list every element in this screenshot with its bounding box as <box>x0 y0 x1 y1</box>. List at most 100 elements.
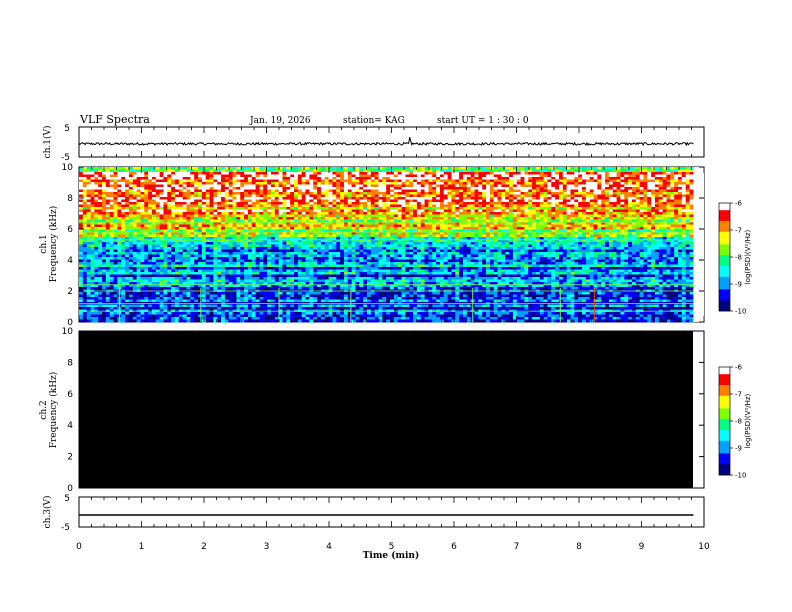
ch1-spectrogram-cell <box>340 242 345 245</box>
ch1-spectrogram-cell <box>301 252 306 255</box>
ch1-spectrogram-cell <box>94 207 99 210</box>
ch1-spectrogram-cell <box>351 174 356 178</box>
ch1-spectrogram-cell <box>382 319 387 323</box>
ch1-spectrogram-cell <box>125 229 130 233</box>
ch1-spectrogram-cell <box>286 169 291 173</box>
ch1-spectrogram-cell <box>240 194 245 198</box>
ch1-spectrogram-cell <box>113 249 118 253</box>
ch1-spectrogram-cell <box>198 229 203 233</box>
ch1-spectrogram-cell <box>382 277 387 280</box>
ch1-spectrogram-cell <box>332 312 337 315</box>
ch1-spectrogram-cell <box>201 279 207 283</box>
ch1-spectrogram-cell <box>366 184 372 188</box>
ch1-spectrogram-cell <box>386 167 391 170</box>
ch1-spectrogram-cell <box>320 207 326 210</box>
ch1-spectrogram-cell <box>94 239 99 243</box>
ch1-spectrogram-cell <box>328 252 333 255</box>
ch1-spectrogram-cell <box>194 292 199 295</box>
ch1-spectrogram-cell <box>125 209 130 213</box>
ch1-spectrogram-cell <box>86 292 91 295</box>
ch1-spectrogram-cell <box>86 177 91 180</box>
ch1-spectrogram-cell <box>105 214 111 218</box>
ch1-spectrogram-cell <box>378 232 383 235</box>
ch1-spectrogram-cell <box>282 192 287 195</box>
ch1-spectrogram-cell <box>382 314 387 318</box>
ch1-spectrogram-cell <box>274 262 280 265</box>
ch1-spectrogram-cell <box>228 252 233 255</box>
ch1-spectrogram-cell <box>105 259 111 263</box>
ch1-spectrogram-cell <box>217 312 222 315</box>
ch1-spectrogram-cell <box>290 267 295 270</box>
ch1-spectrogram-cell <box>190 294 195 298</box>
ch1-spectrogram-cell <box>121 167 126 170</box>
ch1-spectrogram-cell <box>128 192 134 195</box>
ch1-spectrogram-cell <box>255 239 260 243</box>
ch1-spectrogram-cell <box>105 252 111 255</box>
ch1-spectrogram-cell <box>121 182 126 185</box>
ch1-spectrogram-cell <box>117 274 122 278</box>
ch1-spectrogram-cell <box>148 182 153 185</box>
ch1-spectrogram-cell <box>267 247 272 250</box>
ch1-spectrogram-cell <box>121 184 126 188</box>
ch1-spectrogram-cell <box>132 202 137 205</box>
ch1-spectrogram-cell <box>198 194 203 198</box>
ch1-spectrogram-cell <box>251 217 257 220</box>
ch1-spectrogram-cell <box>171 284 176 288</box>
ch1-spectrogram-cell <box>286 184 291 188</box>
ch1-spectrogram-cell <box>363 267 368 270</box>
ch1-spectrogram-cell <box>378 319 383 323</box>
ch1-spectrogram-cell <box>86 314 91 318</box>
ch1-spectrogram-cell <box>305 292 310 295</box>
ch1-spectrogram-cell <box>163 259 168 263</box>
ch1-spectrogram-cell <box>270 264 276 268</box>
ch1-spectrogram-cell <box>198 227 203 230</box>
ch1-spectrogram-cell <box>382 187 387 190</box>
ch1-spectrogram-cell <box>217 262 222 265</box>
ch1-spectrogram-cell <box>343 207 349 210</box>
ch1-spectrogram-cell <box>347 189 353 193</box>
ch1-spectrogram-cell <box>224 177 230 180</box>
ch1-spectrogram-cell <box>374 279 379 283</box>
ch1-spectrogram-cell <box>247 229 253 233</box>
ch1-spectrogram-cell <box>86 222 91 225</box>
ch1-spectrogram-cell <box>286 182 291 185</box>
ch1-spectrogram-cell <box>378 299 383 303</box>
ch1-spectrogram-cell <box>301 204 306 208</box>
ch1-spectrogram-cell <box>155 214 161 218</box>
ch1-spectrogram-cell <box>305 169 310 173</box>
ch1-spectrogram-cell <box>105 229 111 233</box>
ch1-spectrogram-cell <box>105 254 111 258</box>
ch1-spectrogram-cell <box>190 262 195 265</box>
ch1-spectrogram-cell <box>228 294 233 298</box>
ch1-spectrogram-cell <box>94 227 99 230</box>
ch1-spectrogram-cell <box>186 229 191 233</box>
ch1-spectrogram-cell <box>102 219 107 223</box>
ch1-spectrogram-cell <box>175 279 180 283</box>
ch1-spectrogram-cell <box>240 227 245 230</box>
ch1-spectrogram-cell <box>109 319 114 323</box>
ch1-spectrogram-cell <box>313 192 318 195</box>
ch1-spectrogram-cell <box>79 207 84 210</box>
ch1-spectrogram-cell <box>297 317 303 320</box>
ch1-spectrogram-cell <box>186 259 191 263</box>
ch1-spectrogram-cell <box>313 214 318 218</box>
ch1-spectrogram-cell <box>213 209 218 213</box>
ch1-spectrogram-cell <box>109 259 114 263</box>
ch1-spectrogram-cell <box>343 184 349 188</box>
ch1-spectrogram-cell <box>351 312 356 315</box>
ch1-spectrogram-cell <box>86 299 91 303</box>
ch1-spectrogram-cell <box>140 284 145 288</box>
ch1-spectrogram-cell <box>286 247 291 250</box>
ch1-spectrogram-cell <box>205 269 210 273</box>
ch1-spectrogram-cell <box>82 209 88 213</box>
ch1-spectrogram-cell <box>386 202 391 205</box>
ch1-spectrogram-cell <box>343 222 349 225</box>
ch1-spectrogram-cell <box>221 312 226 315</box>
ch1-spectrogram-cell <box>340 234 345 238</box>
ch1-spectrogram-cell <box>328 224 333 228</box>
ch1-spectrogram-cell <box>382 294 387 298</box>
ch1-spectrogram-cell <box>355 312 360 315</box>
ch1-spectrogram-cell <box>213 262 218 265</box>
ch1-spectrogram-cell <box>309 174 314 178</box>
ch1-spectrogram-cell <box>240 319 245 323</box>
